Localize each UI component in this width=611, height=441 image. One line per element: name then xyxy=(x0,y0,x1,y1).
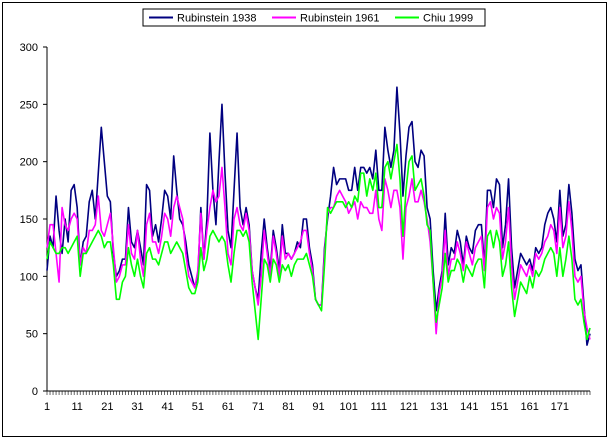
y-tick-label: 300 xyxy=(20,42,38,54)
x-tick-label: 51 xyxy=(192,401,204,413)
x-tick-label: 41 xyxy=(162,401,174,413)
legend-label-1: Rubinstein 1961 xyxy=(300,13,380,25)
x-tick-label: 161 xyxy=(520,401,538,413)
x-tick-label: 1 xyxy=(44,401,50,413)
legend-label-2: Chiu 1999 xyxy=(423,13,473,25)
x-tick-label: 61 xyxy=(222,401,234,413)
y-tick-label: 0 xyxy=(32,386,38,398)
x-tick-label: 11 xyxy=(71,401,82,413)
series-line-2 xyxy=(46,143,591,341)
x-tick-label: 31 xyxy=(131,401,143,413)
x-tick-label: 71 xyxy=(252,401,264,413)
x-axis: 1 11 21 31 41 51 61 71 81 91 101 111 121 131 141 151 161… xyxy=(44,390,591,413)
y-tick-label: 250 xyxy=(20,99,38,111)
series-lines xyxy=(46,86,591,346)
x-tick-label: 91 xyxy=(312,401,324,413)
y-tick-label: 200 xyxy=(20,157,38,169)
x-tick-label: 171 xyxy=(551,401,569,413)
x-tick-label: 101 xyxy=(339,401,357,413)
legend-box xyxy=(142,8,486,27)
x-tick-label: 111 xyxy=(370,401,387,413)
y-tick-label: 100 xyxy=(20,271,38,283)
x-tick-label: 121 xyxy=(400,401,418,413)
y-axis: 0 50 100 150 200 250 300 xyxy=(20,42,48,398)
x-tick-label: 131 xyxy=(430,401,448,413)
x-tick-label: 151 xyxy=(490,401,508,413)
legend: Rubinstein 1938 Rubinstein 1961 Chiu 1999 xyxy=(142,8,486,27)
x-tick-label: 141 xyxy=(460,401,478,413)
x-tick-label: 21 xyxy=(101,401,113,413)
y-tick-label: 150 xyxy=(20,214,38,226)
x-tick-label: 81 xyxy=(282,401,294,413)
legend-label-0: Rubinstein 1938 xyxy=(177,13,257,25)
y-tick-label: 50 xyxy=(26,329,38,341)
